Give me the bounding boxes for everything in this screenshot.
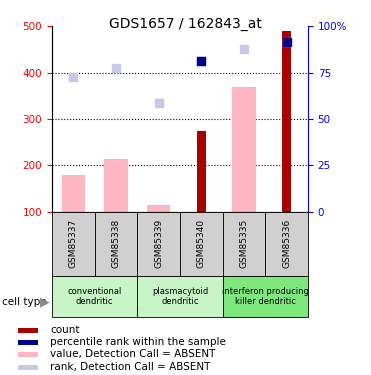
Bar [18,352,38,357]
Bar [137,276,223,317]
Bar [223,212,265,276]
Point [283,39,289,45]
Text: GSM85335: GSM85335 [239,219,249,268]
Point [241,46,247,53]
Point [198,58,204,64]
Bar [104,159,128,212]
Point [113,65,119,71]
Text: GSM85336: GSM85336 [282,219,291,268]
Text: percentile rank within the sample: percentile rank within the sample [50,338,226,347]
Text: GSM85338: GSM85338 [111,219,121,268]
Text: count: count [50,326,80,335]
Text: GDS1657 / 162843_at: GDS1657 / 162843_at [109,17,262,31]
Text: cell type: cell type [2,297,46,307]
Bar [52,212,95,276]
Bar [18,365,38,370]
Bar [282,31,291,212]
Bar [52,276,137,317]
Point [198,58,204,64]
Bar [18,328,38,333]
Text: plasmacytoid
dendritic: plasmacytoid dendritic [152,286,208,306]
Text: GSM85337: GSM85337 [69,219,78,268]
Bar [137,212,180,276]
Point [70,74,76,80]
Text: GSM85340: GSM85340 [197,219,206,268]
Bar [147,205,170,212]
Text: conventional
dendritic: conventional dendritic [68,286,122,306]
Bar [95,212,137,276]
Point [156,100,162,106]
Bar [62,175,85,212]
Bar [265,212,308,276]
Bar [232,87,256,212]
Text: interferon producing
killer dendritic: interferon producing killer dendritic [222,286,309,306]
Text: rank, Detection Call = ABSENT: rank, Detection Call = ABSENT [50,362,210,372]
Text: value, Detection Call = ABSENT: value, Detection Call = ABSENT [50,350,216,359]
Bar [18,340,38,345]
Bar [180,212,223,276]
Text: GSM85339: GSM85339 [154,219,163,268]
Bar [197,130,206,212]
Bar [223,276,308,317]
Point [283,39,289,45]
Text: ▶: ▶ [40,296,49,308]
